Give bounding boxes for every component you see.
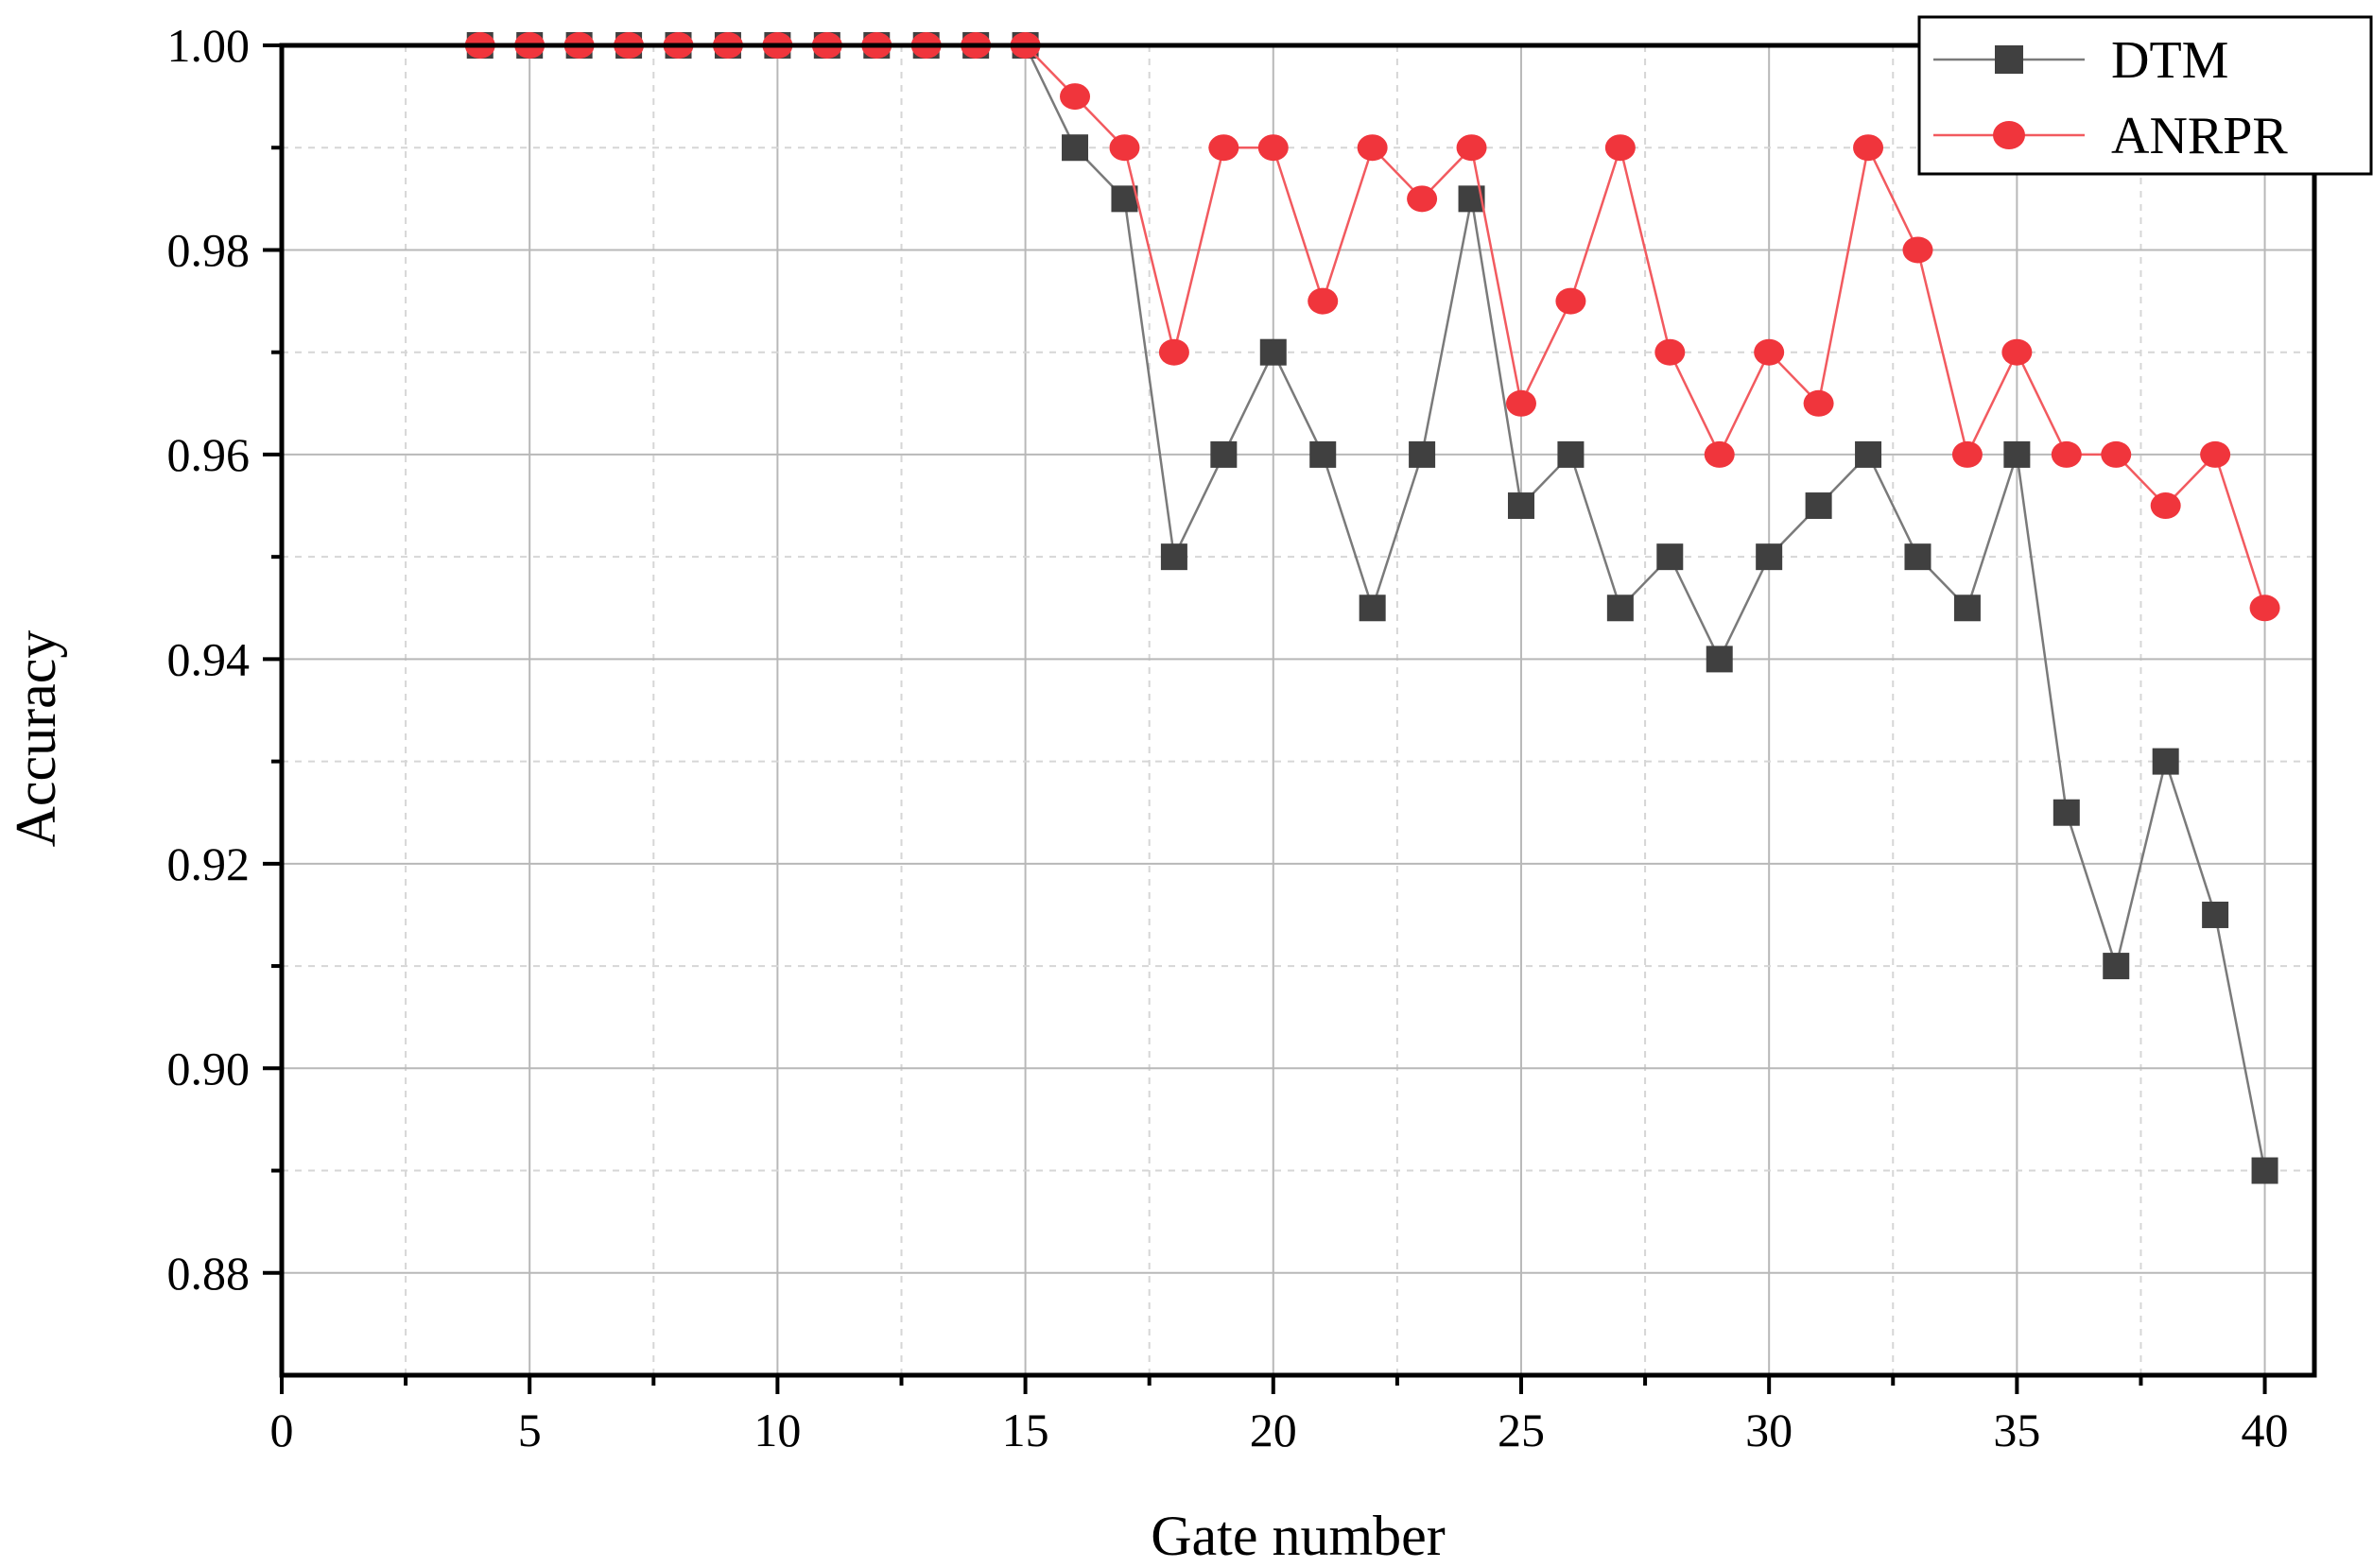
- data-point-circle: [2101, 440, 2132, 468]
- legend-box: [1917, 15, 2373, 176]
- data-point-circle: [1803, 389, 1834, 417]
- x-tick-label: 5: [518, 1404, 542, 1456]
- data-point-circle: [1109, 134, 1140, 162]
- legend-label: DTM: [2111, 31, 2228, 90]
- data-point-square: [1359, 594, 1386, 622]
- data-point-square: [2202, 901, 2229, 928]
- data-point-circle: [1060, 83, 1091, 111]
- legend-marker-circle: [1993, 121, 2025, 149]
- data-point-circle: [1407, 185, 1438, 213]
- data-point-square: [2053, 799, 2080, 826]
- tick-labels: 0 5 10 15 20 25 30 35 40 0.88 0.90 0.92 0.94 0.96 0.98…: [167, 19, 2289, 1456]
- data-point-square: [1309, 440, 1337, 468]
- data-point-circle: [1308, 287, 1339, 315]
- data-point-square: [1409, 440, 1436, 468]
- legend: DTM ANRPR: [1917, 15, 2373, 176]
- data-point-circle: [1158, 338, 1189, 366]
- data-point-circle: [1505, 389, 1536, 417]
- x-tick-label: 40: [2242, 1404, 2289, 1456]
- data-point-square: [1210, 440, 1238, 468]
- x-tick-label: 15: [1002, 1404, 1049, 1456]
- data-point-square: [2003, 440, 2031, 468]
- data-point-circle: [1208, 134, 1239, 162]
- legend-label: ANRPR: [2111, 107, 2288, 165]
- axis-ticks: [263, 43, 2267, 1394]
- data-point-square: [1507, 492, 1534, 520]
- data-point-square: [1259, 338, 1287, 366]
- series-layer: [464, 32, 2280, 1184]
- data-point-circle: [1754, 338, 1785, 366]
- data-point-circle: [1456, 134, 1487, 162]
- data-point-circle: [1555, 287, 1586, 315]
- y-tick-label: 0.96: [167, 428, 251, 481]
- y-axis-title: Accuracy: [5, 630, 67, 848]
- grid-lines: [282, 44, 2314, 1375]
- data-point-circle: [1704, 440, 1735, 468]
- x-tick-label: 30: [1745, 1404, 1793, 1456]
- x-axis-title: Gate number: [1151, 1505, 1446, 1567]
- data-point-square: [1953, 594, 1981, 622]
- data-point-square: [1062, 134, 1089, 162]
- data-point-square: [1656, 543, 1684, 571]
- data-point-square: [1756, 543, 1783, 571]
- data-point-square: [1111, 185, 1138, 213]
- data-point-circle: [1853, 134, 1884, 162]
- y-tick-label: 0.92: [167, 837, 251, 890]
- x-tick-label: 25: [1498, 1404, 1545, 1456]
- data-point-square: [1904, 543, 1931, 571]
- plot-frame: [279, 43, 2317, 1378]
- data-point-circle: [2249, 594, 2280, 622]
- data-point-square: [1855, 440, 1882, 468]
- data-point-square: [1557, 440, 1585, 468]
- y-tick-label: 1.00: [167, 19, 251, 72]
- data-point-square: [2251, 1157, 2278, 1184]
- data-point-square: [1805, 492, 1832, 520]
- data-point-circle: [1951, 440, 1983, 468]
- data-point-circle: [1357, 134, 1388, 162]
- data-point-circle: [1257, 134, 1289, 162]
- data-point-circle: [2051, 440, 2082, 468]
- data-point-circle: [1604, 134, 1636, 162]
- y-tick-label: 0.90: [167, 1042, 251, 1094]
- data-point-square: [2152, 748, 2179, 775]
- data-point-circle: [2001, 338, 2033, 366]
- data-point-square: [1606, 594, 1634, 622]
- y-tick-label: 0.98: [167, 223, 251, 276]
- data-point-circle: [1902, 236, 1933, 264]
- data-point-circle: [2200, 440, 2231, 468]
- data-point-circle: [2150, 492, 2181, 520]
- data-point-circle: [1654, 338, 1686, 366]
- y-tick-label: 0.94: [167, 632, 251, 685]
- x-tick-label: 35: [1993, 1404, 2040, 1456]
- data-point-square: [1160, 543, 1187, 571]
- legend-marker-square: [1995, 45, 2023, 74]
- series-dtm: [466, 32, 2278, 1184]
- x-tick-label: 20: [1250, 1404, 1297, 1456]
- x-tick-label: 10: [753, 1404, 801, 1456]
- data-point-square: [2103, 953, 2130, 980]
- data-point-square: [1706, 646, 1733, 673]
- y-tick-label: 0.88: [167, 1247, 251, 1300]
- x-tick-label: 0: [270, 1404, 294, 1456]
